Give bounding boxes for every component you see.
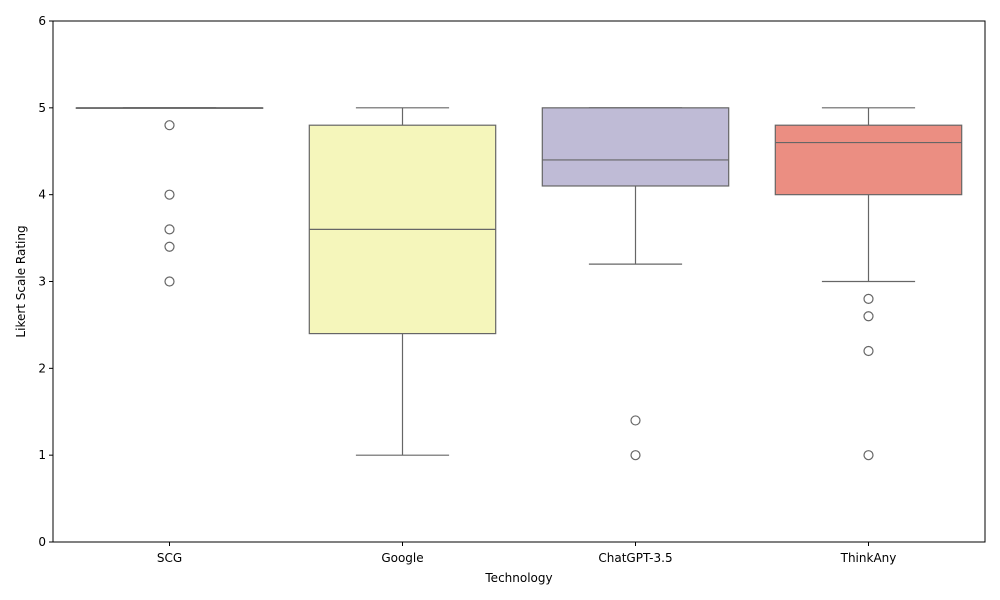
outlier-point: [863, 311, 874, 322]
x-axis-label: Technology: [484, 571, 552, 585]
outlier-point: [164, 224, 175, 235]
outlier-point: [164, 276, 175, 287]
x-tick-label: ChatGPT-3.5: [598, 551, 672, 565]
x-tick-label: Google: [381, 551, 423, 565]
outlier-point: [164, 189, 175, 200]
y-tick-label: 1: [38, 448, 46, 462]
box-group-scg: [75, 107, 264, 287]
outlier-point: [863, 293, 874, 304]
box-group-chatgpt-3-5: [541, 107, 730, 461]
box-group-thinkany: [774, 107, 963, 461]
iqr-box: [541, 107, 730, 187]
box-group-google: [308, 107, 497, 456]
outlier-point: [164, 241, 175, 252]
y-axis: 0 1 2 3 4 5 6: [38, 14, 53, 549]
outlier-point: [164, 120, 175, 131]
iqr-box: [774, 124, 963, 196]
plot-area: [75, 107, 963, 461]
outlier-point: [630, 450, 641, 461]
y-tick-label: 2: [38, 361, 46, 375]
outlier-point: [863, 345, 874, 357]
y-tick-label: 6: [38, 14, 46, 28]
outlier-point: [630, 415, 641, 426]
x-axis: SCG Google ChatGPT-3.5 ThinkAny: [157, 542, 897, 565]
y-tick-label: 4: [38, 188, 46, 202]
x-tick-label: SCG: [157, 551, 182, 565]
y-axis-label: Likert Scale Rating: [14, 225, 28, 337]
y-tick-label: 0: [38, 535, 46, 549]
outlier-point: [863, 450, 874, 461]
y-tick-label: 5: [38, 101, 46, 115]
y-tick-label: 3: [38, 275, 46, 289]
x-tick-label: ThinkAny: [840, 551, 897, 565]
